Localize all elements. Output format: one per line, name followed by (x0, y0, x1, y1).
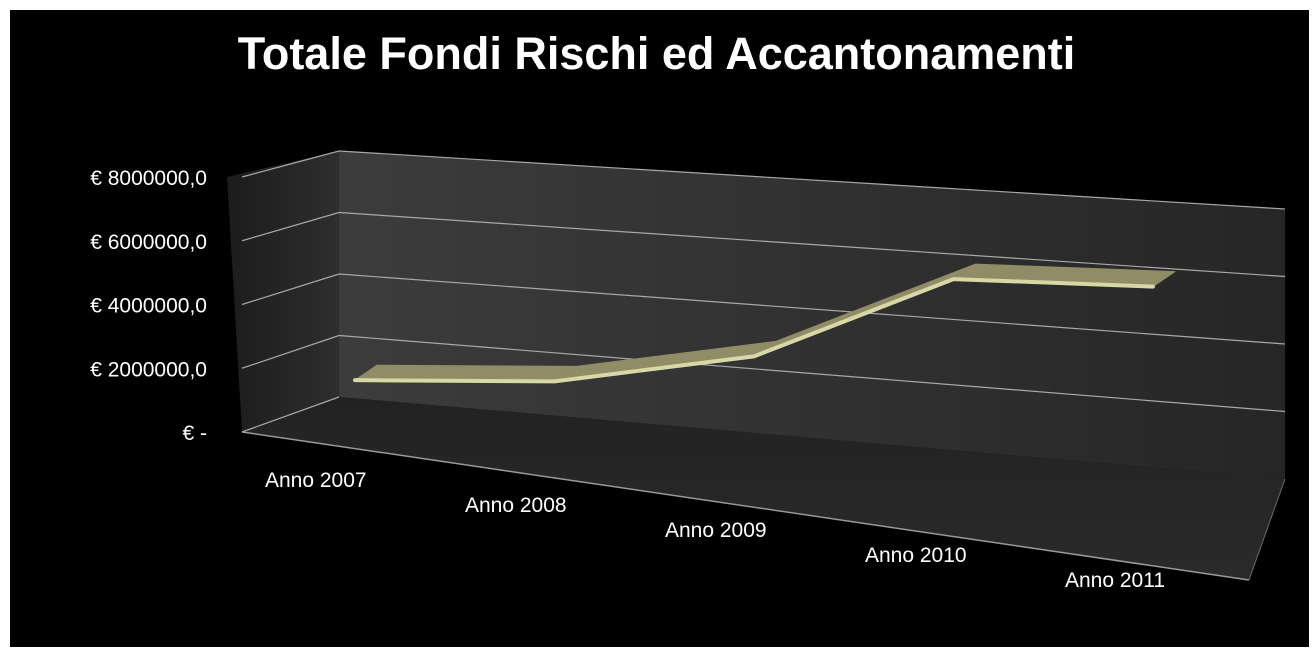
floor (242, 397, 1285, 580)
data-point (553, 379, 556, 383)
x-tick-label: Anno 2008 (465, 494, 567, 517)
gridline-side (241, 396, 340, 433)
back-wall (339, 151, 1285, 479)
gridline-side (241, 150, 340, 178)
x-tick-label: Anno 2010 (865, 544, 967, 567)
gridlines (241, 150, 1286, 433)
gridline-back (338, 273, 1286, 345)
gridline-back (338, 334, 1286, 413)
gridline-back (338, 150, 1286, 210)
floor-right-edge (1248, 478, 1286, 581)
series-ribbon (353, 263, 1176, 384)
y-axis-ticks: € - € 2000000,0 € 4000000,0 € 6000000,0 € 80… (90, 167, 207, 445)
floor-front-edge (241, 431, 1250, 581)
data-point (1151, 285, 1155, 289)
y-tick-label: € 2000000,0 (90, 358, 207, 381)
data-point (952, 277, 955, 281)
y-tick-label: € 4000000,0 (90, 295, 207, 318)
gridline-side (241, 211, 340, 242)
x-tick-label: Anno 2011 (1065, 569, 1165, 592)
y-tick-label: € - (182, 422, 207, 445)
x-tick-label: Anno 2007 (265, 469, 367, 492)
gridline-side (241, 334, 340, 369)
chart-title: Totale Fondi Rischi ed Accantonamenti (237, 28, 1076, 79)
y-tick-label: € 6000000,0 (90, 231, 207, 254)
y-tick-label: € 8000000,0 (90, 167, 207, 190)
data-point (353, 378, 357, 382)
gridline-side (241, 273, 340, 306)
gridline-back (338, 211, 1286, 278)
data-point (752, 354, 756, 358)
x-axis-ticks: Anno 2007 Anno 2008 Anno 2009 Anno 2010 Anno… (265, 469, 1165, 592)
x-tick-label: Anno 2009 (665, 519, 767, 542)
